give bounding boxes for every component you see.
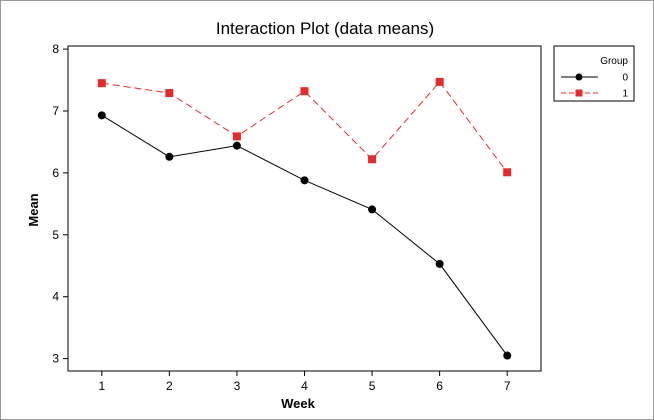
- y-axis-label: Mean: [26, 193, 41, 226]
- legend: Group 01: [553, 45, 635, 102]
- data-point: [97, 79, 106, 88]
- data-point: [97, 111, 106, 120]
- legend-title: Group: [600, 56, 628, 67]
- legend-entries: 01: [561, 73, 628, 100]
- data-point: [435, 77, 444, 86]
- x-tick-label: 1: [98, 379, 105, 393]
- y-tick-label: 5: [52, 228, 59, 242]
- y-tick-label: 6: [52, 166, 59, 180]
- y-axis: 3 4 5 6 7 8: [52, 42, 68, 366]
- data-point: [503, 168, 512, 177]
- x-tick-label: 2: [166, 379, 173, 393]
- x-tick-label: 6: [436, 379, 443, 393]
- legend-label-0: 0: [622, 73, 628, 84]
- data-point: [232, 141, 241, 150]
- data-point: [232, 132, 241, 141]
- data-point: [300, 87, 309, 96]
- y-tick-label: 7: [52, 104, 59, 118]
- data-point: [165, 152, 174, 161]
- x-tick-label: 7: [504, 379, 511, 393]
- data-point: [300, 176, 309, 185]
- x-tick-label: 3: [234, 379, 241, 393]
- data-point: [503, 351, 512, 360]
- data-point: [165, 89, 174, 98]
- x-tick-label: 5: [369, 379, 376, 393]
- legend-label-1: 1: [622, 89, 628, 100]
- legend-marker-1: [575, 89, 583, 97]
- legend-marker-0: [575, 73, 583, 81]
- data-point: [368, 155, 377, 164]
- series-layer: [97, 77, 512, 360]
- y-tick-label: 4: [52, 290, 59, 304]
- legend-box: [553, 45, 635, 102]
- series-group-0: [97, 111, 512, 360]
- data-point: [435, 259, 444, 268]
- x-axis: 1 2 3 4 5 6 7: [98, 371, 511, 393]
- data-point: [368, 205, 377, 214]
- series-group-1: [97, 77, 512, 177]
- y-tick-label: 8: [52, 42, 59, 56]
- x-axis-label: Week: [281, 396, 315, 411]
- chart-title: Interaction Plot (data means): [216, 19, 434, 38]
- x-tick-label: 4: [301, 379, 308, 393]
- y-tick-label: 3: [52, 352, 59, 366]
